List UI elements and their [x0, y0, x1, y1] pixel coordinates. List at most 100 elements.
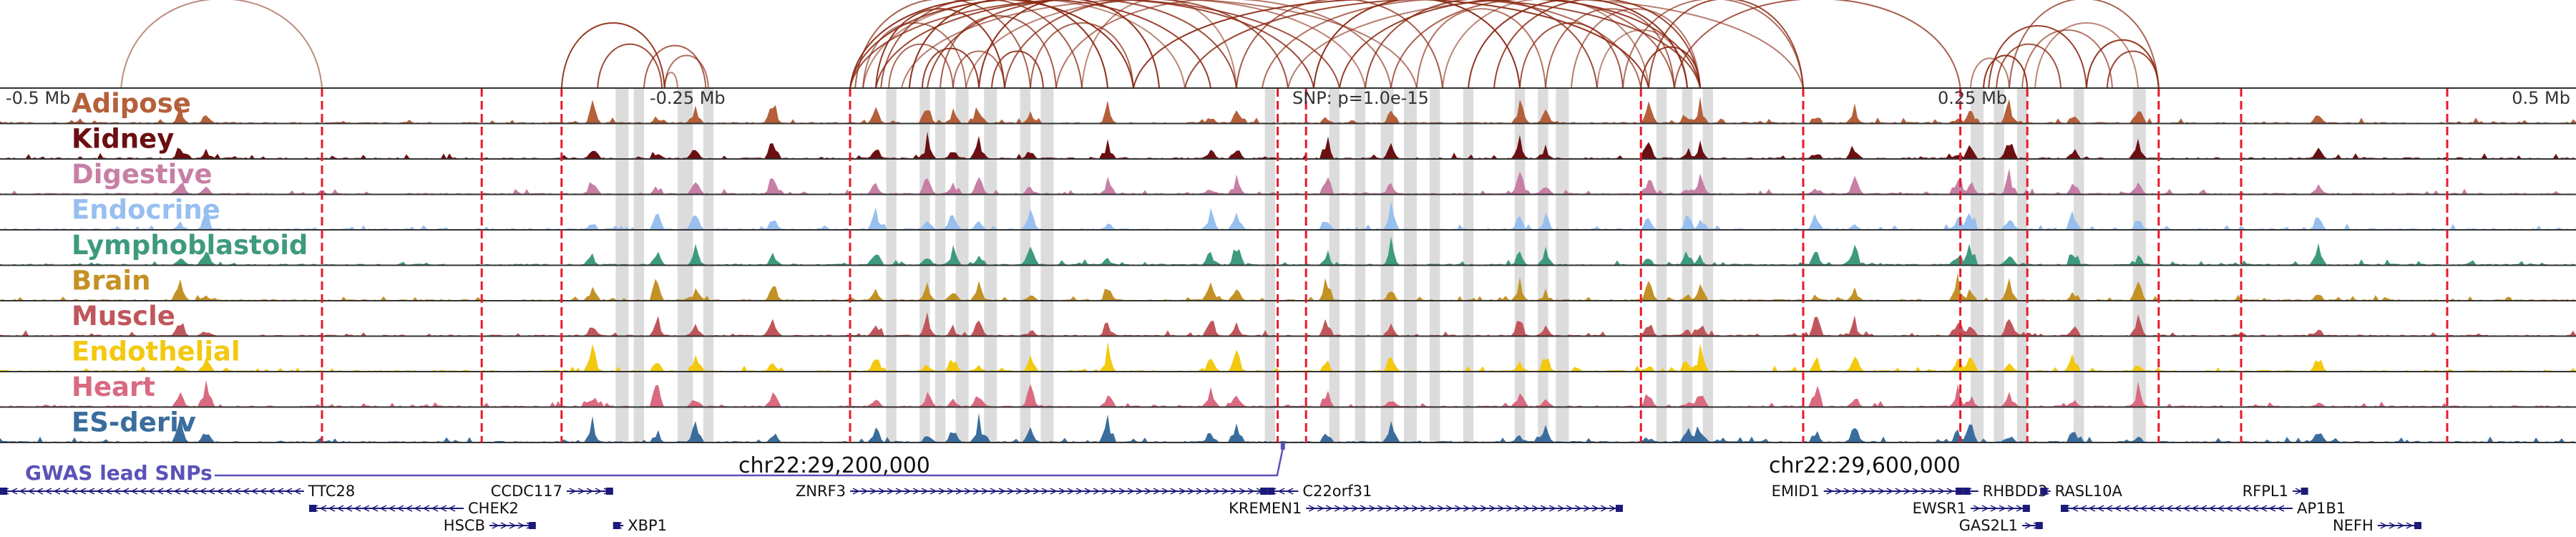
gene-exon: [1267, 488, 1275, 495]
loop-arc: [927, 0, 1237, 89]
loop-arc: [643, 44, 707, 89]
gene-label: GAS2L1: [1959, 517, 2018, 534]
loop-arc: [1970, 57, 2010, 89]
strand-arrows: [1826, 488, 1963, 495]
loop-arc: [1648, 0, 1804, 89]
gene-rfpl1: RFPL1: [2243, 483, 2308, 500]
strand-arrows: [2380, 522, 2422, 529]
gene-label: RHBDD3: [1983, 483, 2048, 500]
signal-area: [0, 412, 2576, 442]
track-endocrine: [0, 200, 2576, 231]
signal-area: [0, 342, 2576, 372]
loop-arc: [2021, 29, 2113, 89]
gwas-section: GWAS lead SNPs: [25, 442, 1285, 485]
track-adipose: [0, 96, 2576, 125]
signal-area: [0, 200, 2576, 230]
position-axis: -0.5 Mb -0.25 Mb 0.25 Mb 0.5 Mb SNP: p=1.0e-…: [0, 87, 2576, 108]
loop-arc: [901, 0, 1418, 89]
gene-exon: [0, 488, 7, 495]
gene-exon: [2301, 488, 2308, 495]
gene-exon: [309, 505, 316, 512]
gene-exon: [2040, 488, 2048, 495]
axis-tick-label: -0.25 Mb: [650, 88, 726, 108]
loop-arc: [940, 15, 1057, 89]
loop-arc: [849, 0, 1134, 89]
gene-label: RFPL1: [2243, 483, 2288, 500]
strand-arrows: [1308, 505, 1616, 512]
gwas-label: GWAS lead SNPs: [25, 461, 213, 485]
loop-arc: [1493, 0, 1701, 89]
loop-arc: [875, 8, 1005, 89]
track-digestive: [0, 168, 2576, 195]
loop-arc: [1674, 0, 1961, 89]
strand-arrows: [1973, 505, 2024, 512]
signal-area: [0, 168, 2576, 195]
tissue-label-endothelial: Endothelial: [72, 337, 240, 367]
gene-label: EMID1: [1772, 483, 1820, 500]
track-es-deriv: [0, 412, 2576, 443]
gene-xbp1: XBP1: [613, 517, 667, 534]
signal-area: [0, 96, 2576, 124]
loop-arc: [978, 0, 1160, 89]
loop-arc: [1004, 0, 1289, 89]
gene-ccdc117: CCDC117: [491, 483, 613, 500]
gene-label: CCDC117: [491, 483, 562, 500]
gene-label: HSCB: [444, 517, 485, 534]
loop-arc: [1030, 22, 1134, 89]
tissue-label-lymphoblastoid: Lymphoblastoid: [72, 230, 308, 261]
tissue-label-es-deriv: ES-deriv: [72, 407, 196, 438]
loop-arc: [921, 47, 980, 89]
track-lymphoblastoid: [0, 236, 2576, 266]
gene-exon: [1260, 488, 1268, 495]
tissue-label-muscle: Muscle: [72, 301, 175, 332]
loop-arc: [1055, 0, 1392, 89]
track-muscle: [0, 312, 2576, 337]
loop-arc: [1996, 43, 2062, 89]
gene-hscb: HSCB: [444, 517, 536, 534]
axis-tick-label: 0.5 Mb: [2512, 88, 2570, 108]
gene-label: C22orf31: [1302, 483, 1372, 500]
gene-gas2l1: GAS2L1: [1959, 517, 2043, 534]
tissue-label-kidney: Kidney: [72, 124, 174, 155]
gene-exon: [1616, 505, 1623, 512]
loop-arc: [1545, 8, 1675, 89]
signal-area: [0, 131, 2576, 159]
gene-c22orf31: C22orf31: [1267, 483, 1372, 500]
gene-exon: [613, 522, 620, 529]
loop-arc: [1390, 0, 1675, 89]
loop-arc: [862, 0, 1186, 89]
loop-arc: [1365, 0, 1598, 89]
signal-area: [0, 236, 2576, 266]
loop-arc: [1081, 0, 1237, 89]
gene-exon: [2061, 505, 2068, 512]
loop-arc: [1988, 25, 2087, 89]
genomic-coordinates: chr22:29,200,000 chr22:29,600,000: [738, 453, 1961, 478]
gene-exon: [1956, 488, 1963, 495]
marker-lines: [321, 88, 2449, 442]
track-brain: [0, 272, 2576, 301]
gene-exon: [2035, 522, 2043, 529]
loop-arc: [908, 0, 1108, 89]
loop-arc: [1133, 0, 1649, 89]
gene-exon: [2414, 522, 2421, 529]
tissue-label-brain: Brain: [72, 266, 150, 296]
loop-arc: [1184, 0, 1701, 89]
loop-arc: [2106, 50, 2160, 89]
loop-arc: [120, 0, 323, 89]
tissue-labels: Adipose Kidney Digestive Endocrine Lymphobla…: [72, 88, 308, 438]
gene-ap1b1: AP1B1: [2061, 500, 2346, 517]
loop-arc: [2086, 39, 2160, 89]
loop-arc: [952, 50, 1005, 89]
coordinate-label: chr22:29,200,000: [738, 453, 930, 478]
gene-exon: [605, 488, 613, 495]
loop-arc: [1339, 0, 1701, 89]
loop-arc: [854, 0, 1031, 89]
strand-arrows: [569, 488, 611, 495]
coordinate-label: chr22:29,600,000: [1769, 453, 1961, 478]
loop-arc: [663, 72, 678, 89]
loop-arc: [1313, 0, 1521, 89]
loop-arc: [991, 50, 1044, 89]
gene-label: TTC28: [308, 483, 355, 500]
gene-exon: [2022, 505, 2030, 512]
